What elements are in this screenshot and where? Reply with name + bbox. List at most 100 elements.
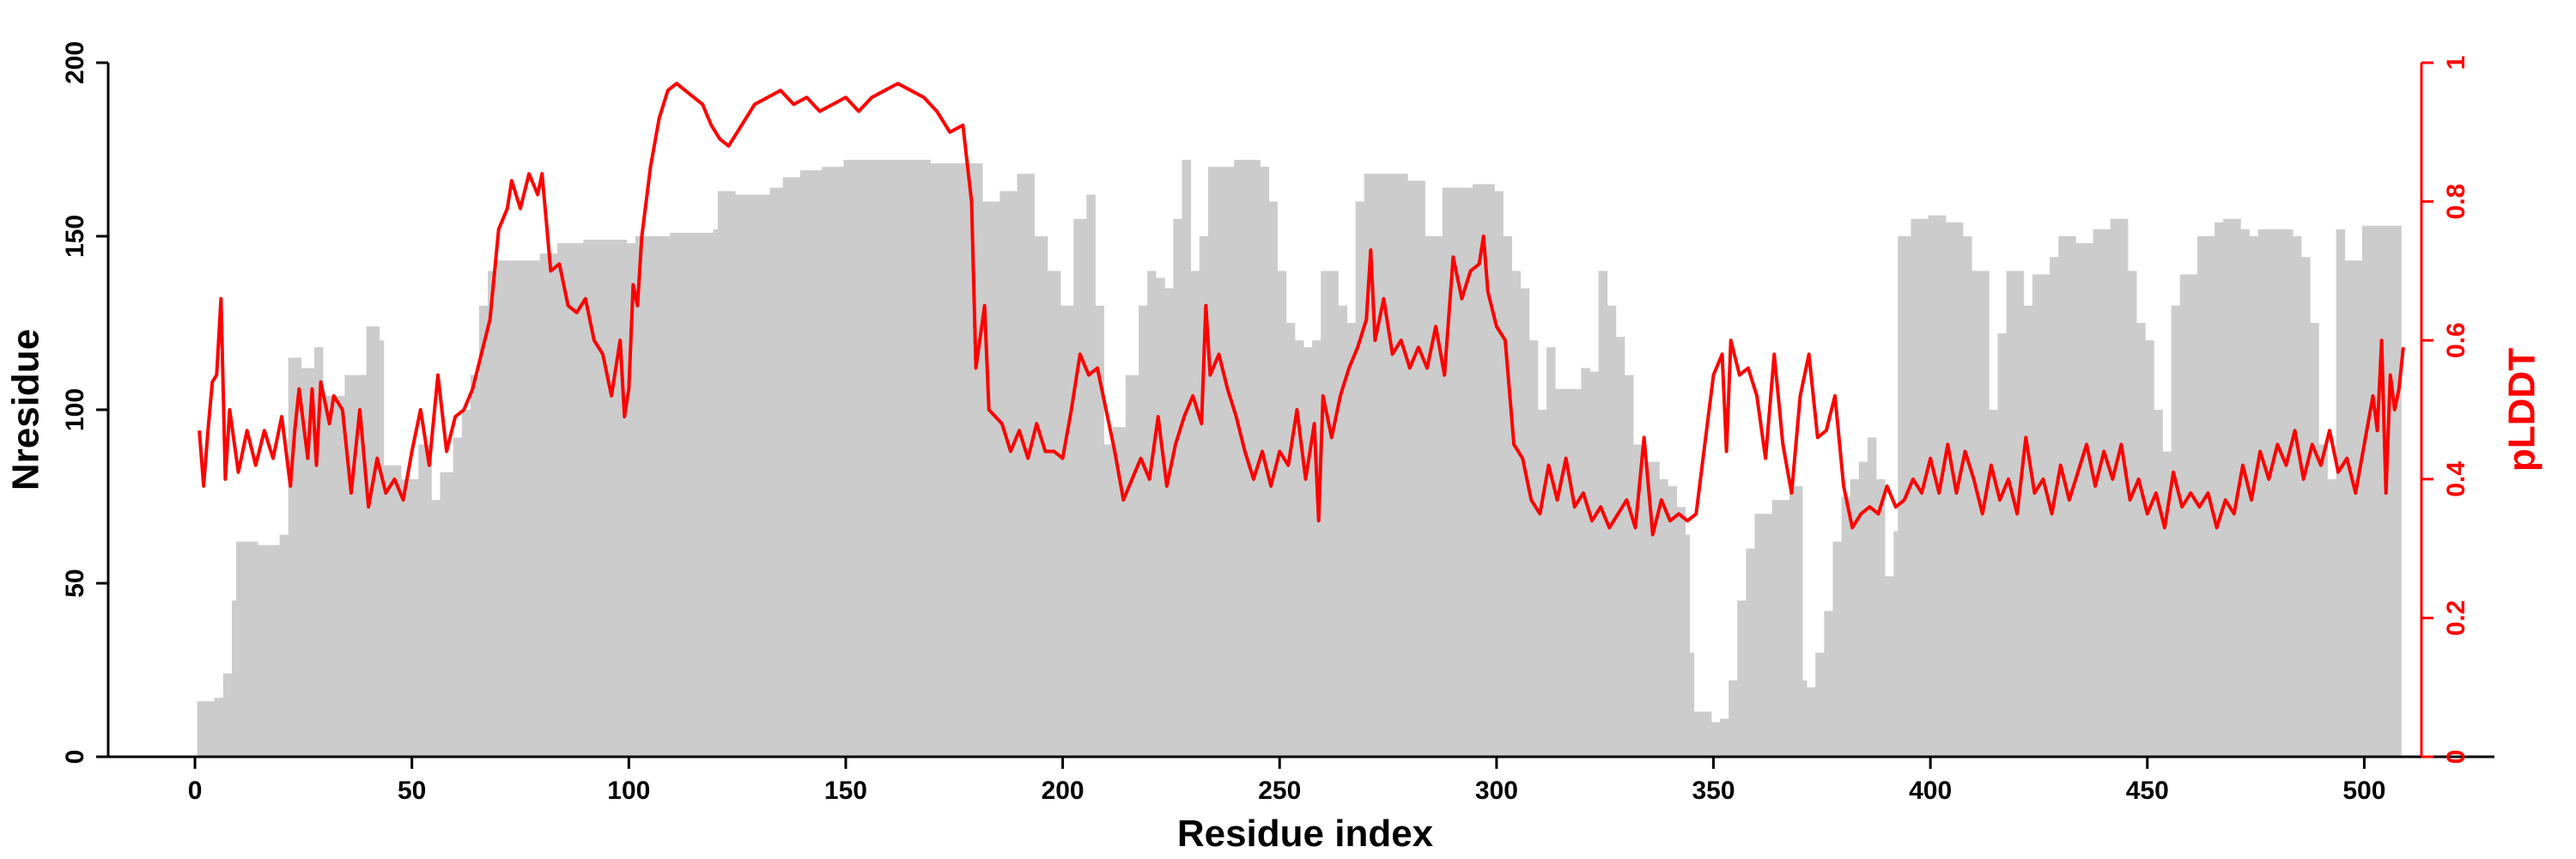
residue-bar	[799, 170, 805, 758]
residue-bar	[2036, 274, 2042, 757]
x-tick-label: 150	[824, 777, 867, 805]
residue-bar	[1646, 461, 1651, 757]
residue-bar	[1129, 375, 1135, 757]
residue-bar	[2348, 260, 2354, 757]
residue-bar	[539, 253, 545, 757]
residue-bar	[1173, 218, 1178, 758]
residue-bar	[1338, 305, 1343, 757]
residue-bar	[696, 232, 702, 758]
residue-bar	[488, 271, 493, 757]
residue-bar	[232, 600, 237, 757]
residue-bar	[1416, 180, 1421, 758]
residue-bar	[1303, 347, 1309, 757]
residue-bar	[1802, 680, 1807, 757]
residue-bar	[1820, 652, 1825, 757]
residue-bar	[1294, 340, 1300, 757]
residue-bar	[2071, 236, 2076, 757]
residue-bar	[1177, 218, 1182, 758]
residue-bar	[835, 167, 840, 757]
residue-bar	[1737, 600, 1742, 757]
residue-bar	[492, 271, 497, 757]
residue-bar	[999, 191, 1005, 758]
residue-bar	[2227, 218, 2233, 758]
residue-bar	[852, 160, 857, 757]
residue-bar	[1585, 368, 1590, 757]
x-axis-title: Residue index	[1177, 813, 1434, 855]
residue-bar	[1260, 167, 1265, 757]
residue-bar	[1941, 215, 1947, 757]
residue-bar	[1277, 271, 1283, 757]
y-left-tick-label: 50	[61, 569, 89, 597]
residue-bar	[349, 375, 354, 757]
residue-bar	[657, 236, 662, 757]
residue-bar	[1680, 507, 1686, 757]
residue-bar	[1763, 514, 1769, 757]
residue-bar	[1255, 160, 1261, 757]
residue-bar	[2054, 257, 2059, 757]
plddt-line	[197, 82, 2405, 537]
residue-bar	[930, 163, 935, 757]
residue-bar	[1655, 461, 1660, 757]
residue-bar	[674, 232, 679, 758]
residue-bar	[1568, 388, 1573, 757]
residue-bar	[1615, 337, 1621, 757]
residue-bar	[1659, 478, 1664, 757]
residue-bar	[1368, 174, 1374, 757]
residue-bar	[1017, 174, 1022, 757]
residue-bar	[1672, 485, 1677, 757]
residue-bar	[713, 228, 719, 757]
residue-bar	[804, 170, 810, 758]
residue-bar	[731, 191, 736, 758]
residue-bar	[1528, 340, 1534, 757]
residue-bar	[2019, 271, 2025, 757]
residue-bar	[1780, 500, 1786, 757]
residue-bar	[422, 444, 428, 757]
residue-bar	[1160, 277, 1165, 758]
residue-bar	[344, 375, 349, 757]
residue-bar	[292, 357, 298, 757]
residue-bar	[2375, 225, 2380, 757]
residue-bar	[896, 160, 901, 757]
residue-bar	[1728, 680, 1734, 757]
residue-bar	[414, 478, 419, 757]
residue-bar	[1012, 191, 1018, 758]
residue-bar	[2293, 236, 2298, 757]
residue-bar	[2145, 340, 2150, 757]
residue-bar	[691, 232, 697, 758]
residue-bar	[622, 240, 628, 757]
residue-bar	[1524, 288, 1530, 758]
residue-bar	[2118, 218, 2124, 758]
residue-bar	[2344, 260, 2350, 757]
residue-bar	[236, 541, 241, 757]
residue-bar	[2080, 243, 2085, 758]
residue-bar	[1112, 427, 1118, 757]
y-left-tick-label: 150	[61, 215, 89, 258]
y-right-tick-label: 0.8	[2442, 184, 2470, 220]
residue-bar	[2123, 218, 2129, 758]
residue-bar	[1234, 160, 1239, 757]
residue-bar	[397, 465, 402, 757]
residue-bar	[1624, 375, 1630, 757]
residue-bar	[665, 236, 671, 757]
residue-bar	[726, 191, 732, 758]
residue-bar	[635, 236, 641, 757]
residue-bar	[687, 232, 692, 758]
residue-bar	[1376, 174, 1382, 757]
residue-bar	[926, 160, 931, 757]
residue-bar	[1945, 222, 1951, 758]
residue-bar	[1242, 160, 1248, 757]
residue-bar	[1021, 174, 1027, 757]
x-tick-label: 200	[1042, 777, 1084, 805]
residue-bar	[2136, 323, 2142, 757]
residue-bar	[721, 191, 727, 758]
residue-bar	[856, 160, 862, 757]
residue-bar	[552, 253, 558, 757]
residue-bar	[1784, 500, 1790, 757]
residue-bar	[1854, 478, 1860, 757]
residue-bar	[1086, 194, 1091, 757]
residue-bar	[1858, 461, 1864, 757]
residue-bar	[2088, 243, 2094, 758]
residue-bar	[2075, 243, 2081, 758]
residue-bar	[1316, 340, 1321, 757]
residue-bar	[943, 163, 949, 757]
